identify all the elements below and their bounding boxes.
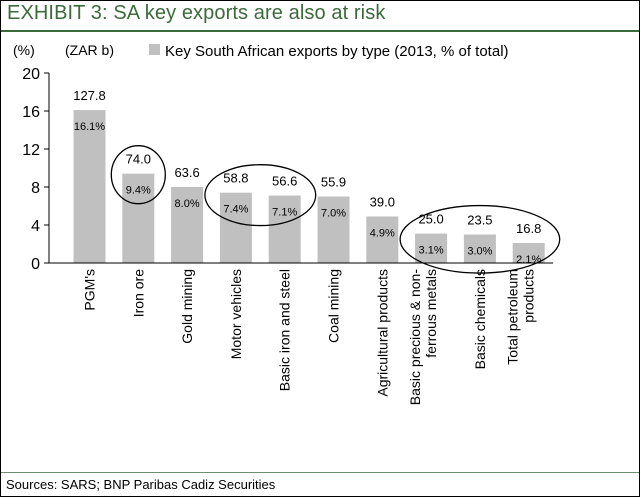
y-axis-unit-label: (%) bbox=[13, 42, 35, 58]
percent-label: 8.0% bbox=[175, 198, 200, 210]
category-label: Agricultural products bbox=[374, 269, 390, 397]
zar-value-label: 56.6 bbox=[272, 174, 297, 189]
category-label-line: Motor vehicles bbox=[228, 269, 244, 359]
highlight-ellipse bbox=[204, 164, 317, 227]
legend-swatch bbox=[149, 44, 160, 55]
category-label-line: Gold mining bbox=[179, 269, 195, 344]
category-label-line: ferrous metals bbox=[423, 269, 439, 358]
legend-label: Key South African exports by type (2013,… bbox=[165, 43, 509, 60]
percent-label: 3.0% bbox=[467, 246, 492, 258]
category-label-line: products bbox=[521, 269, 537, 323]
bar bbox=[512, 243, 545, 263]
category-label: Coal mining bbox=[326, 269, 342, 343]
percent-label: 7.0% bbox=[321, 208, 346, 220]
highlight-ellipses bbox=[110, 145, 561, 274]
category-label: Basic chemicals bbox=[472, 269, 488, 369]
highlight-ellipse bbox=[399, 204, 561, 274]
bar bbox=[415, 233, 448, 263]
bar bbox=[268, 195, 301, 263]
title-rule bbox=[1, 30, 639, 32]
category-labels: PGM's Iron ore Gold mining Motor vehicles Ba… bbox=[82, 269, 537, 406]
zar-value-label: 55.9 bbox=[321, 175, 346, 190]
percent-label: 9.4% bbox=[126, 185, 151, 197]
y-tick-label: 16 bbox=[22, 104, 40, 121]
bars bbox=[49, 110, 554, 264]
y-tick-label: 8 bbox=[31, 180, 40, 197]
category-label-line: Basic iron and steel bbox=[277, 269, 293, 391]
zar-value-label: 23.5 bbox=[467, 213, 492, 228]
category-label-line: Agricultural products bbox=[374, 269, 390, 397]
data-labels: 127.8 16.1% 74.0 9.4% 63.6 8.0% 58.8 7.4% 56.6 7.… bbox=[73, 88, 541, 266]
bar bbox=[122, 173, 155, 263]
category-label: Total petroleumproducts bbox=[505, 269, 537, 365]
bar bbox=[366, 216, 399, 263]
source-note: Sources: SARS; BNP Paribas Cadiz Securit… bbox=[6, 477, 276, 492]
y-tick-label: 4 bbox=[31, 218, 40, 235]
percent-label: 4.9% bbox=[370, 227, 395, 239]
category-label: PGM's bbox=[82, 269, 98, 311]
percent-label: 2.1% bbox=[516, 254, 541, 266]
zar-value-label: 39.0 bbox=[370, 194, 395, 209]
y-tick-label: 20 bbox=[22, 66, 40, 83]
zar-value-label: 63.6 bbox=[174, 165, 199, 180]
category-label-line: Total petroleum bbox=[505, 269, 521, 365]
zar-unit-note: (ZAR b) bbox=[65, 42, 114, 58]
bar bbox=[219, 192, 252, 263]
zar-value-label: 25.0 bbox=[418, 212, 443, 227]
legend: Key South African exports by type (2013,… bbox=[149, 43, 509, 60]
percent-label: 7.1% bbox=[272, 207, 297, 219]
zar-value-label: 16.8 bbox=[516, 221, 541, 236]
y-tick-label: 0 bbox=[31, 256, 40, 273]
bar bbox=[73, 110, 106, 263]
y-axis: 0 4 8 12 16 20 bbox=[22, 66, 50, 273]
highlight-ellipse bbox=[110, 145, 166, 205]
category-label-line: PGM's bbox=[82, 269, 98, 311]
category-label: Basic iron and steel bbox=[277, 269, 293, 391]
category-label: Gold mining bbox=[179, 269, 195, 344]
category-label-line: Basic chemicals bbox=[472, 269, 488, 369]
category-label: Iron ore bbox=[130, 269, 146, 317]
bar bbox=[463, 234, 496, 263]
exhibit-title: EXHIBIT 3: SA key exports are also at ri… bbox=[7, 2, 386, 24]
percent-label: 7.4% bbox=[223, 204, 248, 216]
category-label: Motor vehicles bbox=[228, 269, 244, 359]
category-label-line: Coal mining bbox=[326, 269, 342, 343]
category-label-line: Iron ore bbox=[130, 269, 146, 317]
percent-label: 16.1% bbox=[74, 121, 105, 133]
percent-label: 3.1% bbox=[419, 245, 444, 257]
bar bbox=[171, 187, 204, 263]
y-tick-label: 12 bbox=[22, 142, 40, 159]
bar bbox=[317, 196, 350, 263]
zar-value-label: 127.8 bbox=[73, 88, 106, 103]
footer-rule bbox=[1, 472, 639, 473]
zar-value-label: 74.0 bbox=[126, 152, 151, 167]
category-label-line: Basic precious & non- bbox=[407, 269, 423, 406]
zar-value-label: 58.8 bbox=[223, 171, 248, 186]
bar-chart: 0 4 8 12 16 20 127.8 16.1% 74.0 9.4% 63.6 8.0% 58.8… bbox=[13, 42, 561, 406]
category-label: Basic precious & non-ferrous metals bbox=[407, 269, 439, 406]
